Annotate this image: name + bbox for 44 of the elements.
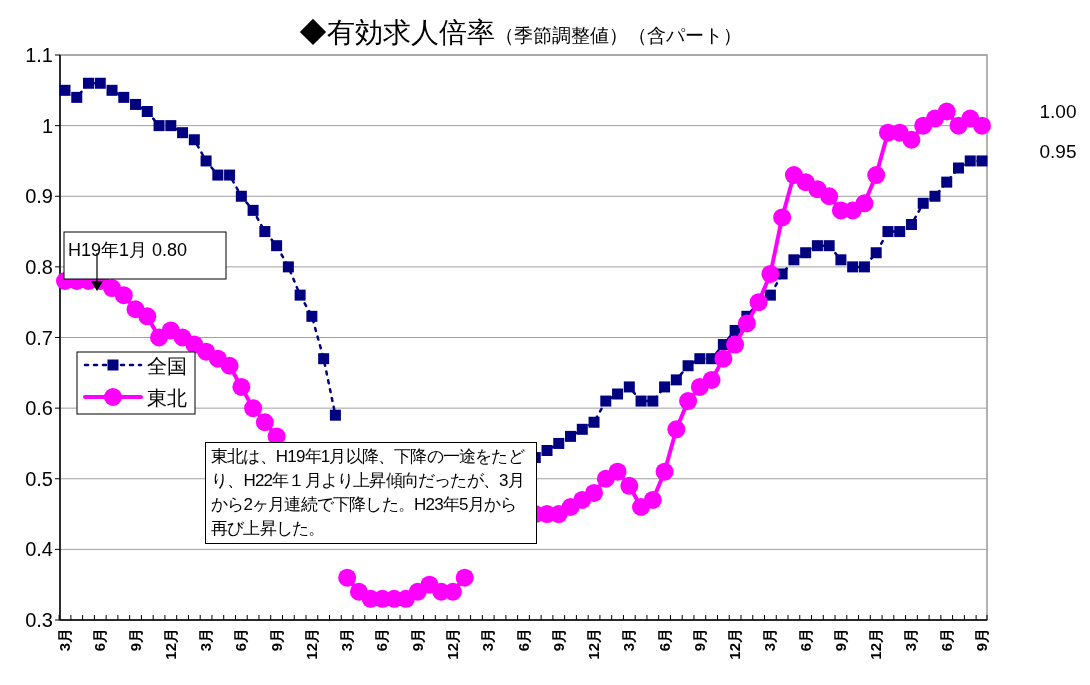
x-tick-label: 3月 [338, 628, 356, 652]
x-tick-label: 6月 [373, 628, 391, 652]
x-tick-label: 9月 [408, 628, 426, 652]
chart-title: ◆有効求人倍率 [298, 17, 495, 48]
x-tick-label: 3月 [761, 628, 779, 652]
x-tick-label: 9月 [831, 628, 849, 652]
y-tick-label: 1 [41, 114, 53, 137]
y-tick-label: 0.9 [25, 185, 53, 208]
legend-label: 東北 [147, 387, 187, 409]
x-tick-label: 3月 [197, 628, 215, 652]
text: 1.00 [1039, 101, 1077, 122]
x-tick-label: 12月 [302, 628, 320, 660]
y-tick-label: 0.3 [25, 609, 53, 631]
x-tick-label: 6月 [655, 628, 673, 652]
x-tick-label: 12月 [726, 628, 744, 660]
x-tick-label: 6月 [514, 628, 532, 652]
x-tick-label: 3月 [902, 628, 920, 652]
text: 0.95 [1039, 141, 1077, 162]
x-tick-label: 9月 [690, 628, 708, 652]
x-tick-label: 6月 [796, 628, 814, 652]
y-tick-label: 1.1 [25, 44, 53, 66]
x-tick-label: 9月 [549, 628, 567, 652]
x-tick-label: 12月 [867, 628, 885, 660]
x-tick-label: 3月 [479, 628, 497, 652]
x-tick-label: 9月 [126, 628, 144, 652]
x-tick-label: 3月 [56, 628, 73, 652]
chart-subtitle: （季節調整値）（含パート） [494, 25, 742, 46]
y-tick-label: 0.7 [25, 326, 53, 349]
annotation: H19年1月 0.80 [68, 240, 188, 260]
x-tick-label: 6月 [91, 628, 109, 652]
x-tick-label: 3月 [620, 628, 638, 652]
y-tick-label: 0.4 [25, 538, 53, 561]
x-tick-label: 12月 [443, 628, 461, 660]
legend-label: 全国 [147, 355, 187, 377]
x-tick-label: 12月 [161, 628, 179, 660]
x-tick-label: 6月 [937, 628, 955, 652]
y-tick-label: 0.5 [25, 467, 53, 490]
x-tick-label: 12月 [585, 628, 603, 660]
y-tick-label: 0.8 [25, 255, 53, 278]
y-tick-label: 0.6 [25, 397, 53, 420]
annotation: 東北は、H19年1月以降、下降の一途をたどり、H22年１月より上昇傾向だったが、3月から2ヶ月連続で下降した。H23年5月から再び上昇した。 [205, 442, 537, 544]
x-tick-label: 6月 [232, 628, 250, 652]
x-tick-label: 9月 [973, 628, 990, 652]
x-tick-label: 9月 [267, 628, 285, 652]
